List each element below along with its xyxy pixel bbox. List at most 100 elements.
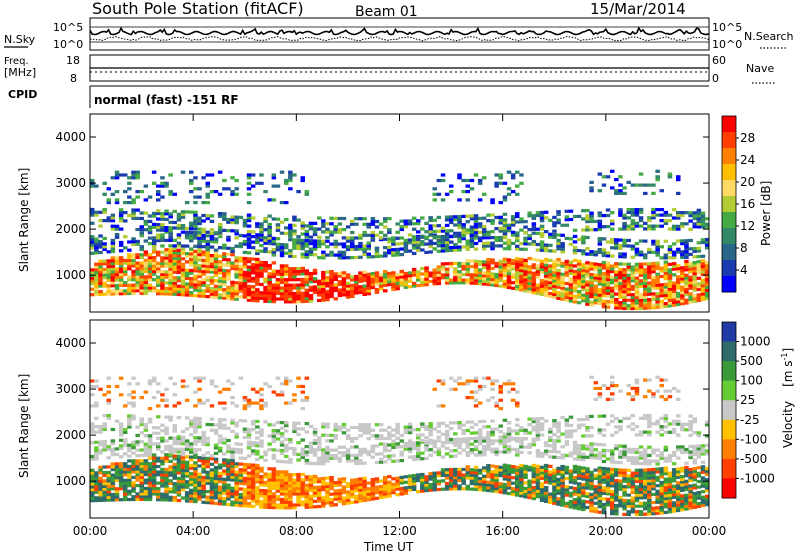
power-cell [193,213,198,217]
power-cell [139,275,144,279]
velocity-cell [209,382,215,386]
power-cell [614,264,619,269]
power-cell [275,297,281,301]
power-cell [663,277,669,281]
power-cell [143,239,149,243]
velocity-cell [275,495,281,499]
power-cell [127,289,132,293]
power-cell [234,215,239,219]
velocity-cell [449,467,454,472]
velocity-cell [391,482,396,486]
velocity-cell [151,464,157,468]
power-cell [383,233,388,237]
velocity-cell [362,487,367,491]
power-cell [94,279,99,283]
power-cell [106,216,111,220]
power-cell [114,173,120,177]
power-cell [118,281,124,285]
power-cell [424,266,429,270]
power-cell [217,296,223,300]
power-cell [420,227,425,231]
power-cell [498,270,503,274]
power-cell [263,288,268,292]
power-cell [473,233,479,237]
velocity-cell [321,482,326,486]
velocity-cell [271,483,277,488]
power-cell [180,282,186,286]
power-cell [151,250,157,254]
power-cell [263,285,268,290]
power-cell [267,277,272,281]
velocity-cell [193,404,198,408]
power-cell [597,279,603,283]
power-cell [655,302,660,307]
power-cell [482,282,487,286]
power-cell [539,248,545,252]
power-cell [395,287,400,291]
power-cell [659,288,664,292]
velocity-cell [90,422,95,426]
velocity-cell [213,479,219,483]
power-cell [246,251,252,255]
power-cell [271,272,277,276]
velocity-cell [106,414,111,418]
power-cell [189,190,194,194]
power-cell [671,281,677,285]
velocity-cell [135,497,140,502]
power-cell [164,286,169,290]
power-cell [531,239,537,244]
power-cell [643,276,648,280]
power-cell [457,198,462,202]
power-cell [151,269,157,274]
velocity-cell [143,428,149,432]
velocity-cell [337,499,343,504]
velocity-cell [391,434,396,438]
velocity-cell [184,485,190,489]
velocity-cell [333,503,338,507]
velocity-cell [143,492,149,496]
power-cell [432,268,437,272]
power-cell [350,286,355,290]
velocity-cell [205,422,210,427]
power-cell [449,281,454,285]
power-cell [473,281,479,285]
power-cell [168,215,173,219]
power-cell [246,240,252,244]
velocity-cell [329,478,334,482]
power-cell [387,240,392,244]
power-cell [667,279,673,283]
velocity-cell [378,436,384,441]
noise-right-tick-top: 10^5 [712,21,742,34]
power-cell [630,247,636,251]
velocity-cell [296,484,301,488]
velocity-cell [449,470,454,474]
power-cell [647,284,652,288]
power-cell [308,247,314,251]
power-cell [341,242,347,246]
power-colorbar-tick-label: 4 [740,263,748,277]
power-cell [250,287,256,292]
power-cell [205,253,210,257]
velocity-cell [123,478,128,482]
velocity-cell [131,376,136,380]
velocity-cell [127,470,132,474]
power-cell [94,248,99,252]
velocity-cell [127,492,132,496]
power-cell [292,218,297,222]
power-cell [667,287,673,291]
velocity-cell [156,470,161,474]
power-cell [597,296,603,300]
power-cell [482,192,487,196]
velocity-cell [337,445,343,449]
power-cell [354,283,359,287]
velocity-cell [374,460,380,465]
velocity-cell [98,493,103,497]
power-cell [576,284,582,288]
power-cell [374,282,380,286]
velocity-cell [432,445,437,449]
velocity-cell [329,503,334,507]
velocity-cell [242,490,248,494]
power-cell [428,218,433,223]
velocity-cell [106,384,111,389]
velocity-cell [350,436,355,441]
